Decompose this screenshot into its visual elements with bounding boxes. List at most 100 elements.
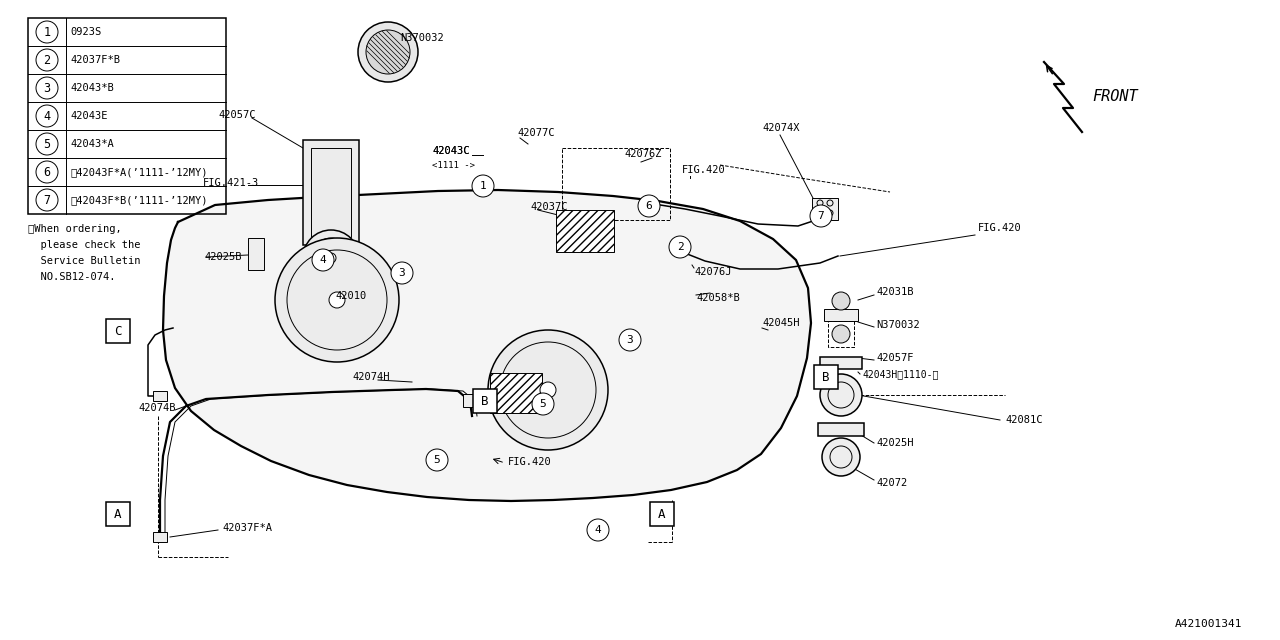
Text: 3: 3 [398,268,406,278]
Circle shape [358,22,419,82]
Circle shape [832,325,850,343]
Polygon shape [463,394,479,407]
Text: 3: 3 [44,81,51,95]
Bar [556,210,614,252]
Text: B: B [481,394,489,408]
Circle shape [303,230,358,286]
Text: N370032: N370032 [401,33,444,43]
Text: Service Bulletin: Service Bulletin [28,256,141,266]
Bar [828,321,854,347]
Bar [824,309,858,321]
Text: 42037F*B: 42037F*B [70,55,120,65]
Text: FIG.421-3: FIG.421-3 [204,178,260,188]
Text: 42025H: 42025H [876,438,914,448]
Text: 42037F*A: 42037F*A [221,523,273,533]
Text: 4: 4 [320,255,326,265]
Text: 2: 2 [44,54,51,67]
Text: 42043E: 42043E [70,111,108,121]
Bar [303,140,358,245]
Text: 42043C: 42043C [433,146,470,156]
Text: <1111 ->: <1111 -> [433,161,475,170]
Text: 42045H: 42045H [762,318,800,328]
Text: 42037C: 42037C [530,202,567,212]
Bar [106,319,131,343]
Text: 42025B: 42025B [204,252,242,262]
Circle shape [669,236,691,258]
Circle shape [832,292,850,310]
Text: 5: 5 [540,399,547,409]
Circle shape [540,382,556,398]
Circle shape [820,374,861,416]
Text: 5: 5 [44,138,51,150]
Text: 7: 7 [44,193,51,207]
Circle shape [426,449,448,471]
Polygon shape [154,532,166,542]
Text: 6: 6 [44,166,51,179]
Text: FIG.420: FIG.420 [978,223,1021,233]
Bar [650,502,675,526]
Text: 42043*A: 42043*A [70,139,114,149]
Text: 42043*B: 42043*B [70,83,114,93]
Circle shape [275,238,399,362]
Text: 42074B: 42074B [138,403,175,413]
Text: FRONT: FRONT [1092,88,1138,104]
Text: ※42043F*A(’1111-’12MY): ※42043F*A(’1111-’12MY) [70,167,207,177]
Polygon shape [154,391,166,401]
Text: 42074H: 42074H [352,372,389,382]
Text: 1: 1 [480,181,486,191]
Circle shape [488,330,608,450]
Text: B: B [822,371,829,383]
Circle shape [312,249,334,271]
Text: 42076Z: 42076Z [625,149,662,159]
Circle shape [532,393,554,415]
Text: 42081C: 42081C [1005,415,1042,425]
Text: 42043H【1110-】: 42043H【1110-】 [861,369,938,379]
Circle shape [620,329,641,351]
Text: 7: 7 [818,211,824,221]
Text: ※42043F*B(’1111-’12MY): ※42043F*B(’1111-’12MY) [70,195,207,205]
Bar [474,389,497,413]
Text: 42072: 42072 [876,478,908,488]
Circle shape [329,292,346,308]
Text: NO.SB12-074.: NO.SB12-074. [28,272,115,282]
Circle shape [637,195,660,217]
Text: 0923S: 0923S [70,27,101,37]
Text: A: A [114,508,122,520]
Bar [562,148,669,220]
Circle shape [810,205,832,227]
Bar [814,365,838,389]
Text: 42077C: 42077C [517,128,554,138]
Bar [820,357,861,369]
Polygon shape [163,190,812,501]
Text: 42074X: 42074X [762,123,800,133]
Bar [812,198,838,220]
Bar [490,373,541,413]
Text: 42076J: 42076J [694,267,731,277]
Text: C: C [114,324,122,337]
Text: 42057F: 42057F [876,353,914,363]
Circle shape [822,438,860,476]
Text: 5: 5 [434,455,440,465]
Text: FIG.420: FIG.420 [682,165,726,175]
Bar [28,18,227,214]
Text: 42058*B: 42058*B [696,293,740,303]
Text: A: A [658,508,666,520]
Text: 4: 4 [595,525,602,535]
Text: 4: 4 [44,109,51,122]
Circle shape [326,253,337,263]
Text: 42010: 42010 [335,291,366,301]
Bar [248,238,264,270]
Circle shape [472,175,494,197]
Text: 2: 2 [677,242,684,252]
Text: 42031B: 42031B [876,287,914,297]
Circle shape [366,30,410,74]
Text: 42057C: 42057C [218,110,256,120]
Text: 42043C: 42043C [433,146,470,156]
Text: please check the: please check the [28,240,141,250]
Circle shape [390,262,413,284]
Bar [106,502,131,526]
Bar [818,423,864,436]
Text: N370032: N370032 [876,320,920,330]
Circle shape [588,519,609,541]
Text: FIG.420: FIG.420 [508,457,552,467]
